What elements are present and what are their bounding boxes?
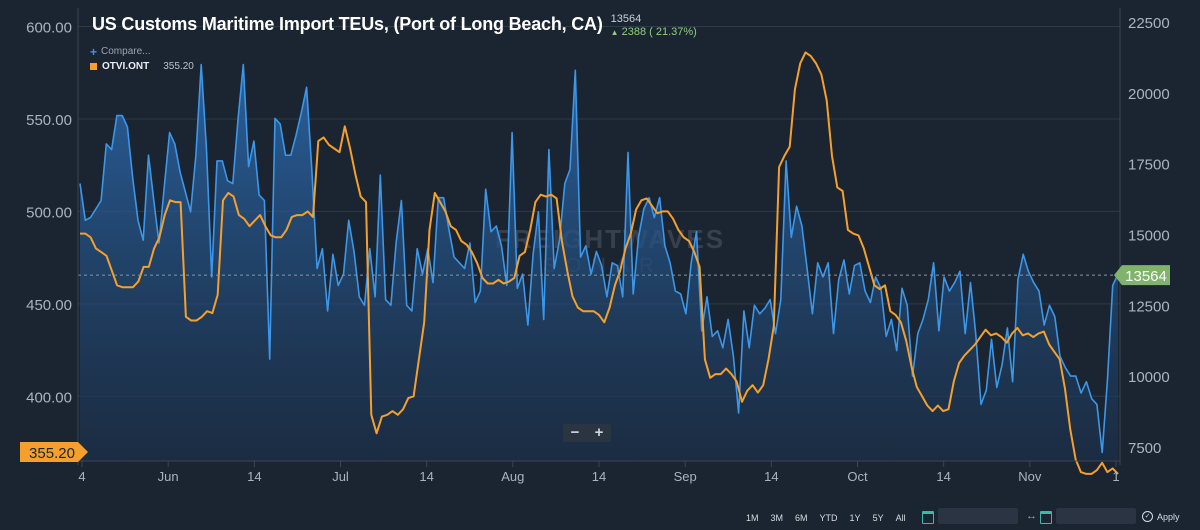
start-date-input[interactable] <box>938 508 1018 524</box>
right-tick-label: 17500 <box>1128 157 1170 174</box>
x-tick-label: Jul <box>332 469 349 484</box>
right-tick-label: 7500 <box>1128 440 1161 457</box>
check-icon: ✓ <box>1142 511 1153 522</box>
range-button-ytd[interactable]: YTD <box>819 513 838 523</box>
x-tick-label: 4 <box>78 469 85 484</box>
zoom-controls: − + <box>563 424 611 442</box>
right-tick-label: 15000 <box>1128 228 1170 245</box>
x-tick-label: Oct <box>847 469 868 484</box>
change-value: 2388 ( 21.37%) <box>621 26 697 38</box>
range-button-1y[interactable]: 1Y <box>849 513 861 523</box>
left-value-badge-shape <box>20 442 88 462</box>
right-axis: 7500 10000 12500 15000 17500 20000 22500 <box>1128 15 1170 457</box>
value-badges: 13564 355.20 <box>20 265 1170 462</box>
left-tick-label: 400.00 <box>26 389 72 406</box>
x-axis: 4 Jun 14 Jul 14 Aug 14 Sep 14 Oct 14 Nov 1 <box>78 461 1120 484</box>
up-arrow-icon: ▲ <box>610 28 619 37</box>
left-tick-label: 600.00 <box>26 19 72 36</box>
range-buttons: 1M 3M 6M YTD 1Y 5Y All <box>746 513 918 523</box>
teu-area-layer <box>80 64 1118 461</box>
last-value: 13564 <box>610 13 642 25</box>
change-readout: 13564 ▲ 2388 ( 21.37%) <box>611 13 697 39</box>
left-tick-label: 550.00 <box>26 112 72 129</box>
otvi-series-line <box>80 51 1119 475</box>
x-tick-label: 14 <box>936 469 950 484</box>
x-tick-label: Jun <box>158 469 179 484</box>
plus-icon: + <box>90 44 98 59</box>
x-tick-label: 14 <box>247 469 261 484</box>
x-tick-label: 14 <box>592 469 606 484</box>
right-tick-label: 12500 <box>1128 298 1170 315</box>
chart-header: US Customs Maritime Import TEUs, (Port o… <box>92 13 697 39</box>
range-toolbar <box>0 500 1200 530</box>
date-separator: ↔ <box>1026 510 1037 522</box>
range-button-5y[interactable]: 5Y <box>872 513 884 523</box>
last-value-badge: 13564 <box>1114 265 1170 286</box>
series-color-swatch <box>90 63 97 70</box>
x-tick-label: Nov <box>1018 469 1042 484</box>
zoom-in-button[interactable]: + <box>594 424 604 441</box>
calendar-start-icon[interactable] <box>922 511 934 524</box>
range-button-all[interactable]: All <box>895 513 906 523</box>
series-value: 355.20 <box>163 61 194 72</box>
chart-canvas: FREIGHTWAVES SONAR 400.00450.00500.00550… <box>20 8 1170 484</box>
left-tick-label: 450.00 <box>26 297 72 314</box>
right-tick-label: 10000 <box>1128 369 1170 386</box>
left-value-badge: 355.20 <box>20 442 88 462</box>
teu-area-fill <box>80 64 1118 461</box>
last-value-badge-text: 13564 <box>1125 268 1167 285</box>
end-date-input[interactable] <box>1056 508 1136 524</box>
series-symbol: OTVI.ONT <box>102 61 150 72</box>
range-button-1m[interactable]: 1M <box>746 513 759 523</box>
x-tick-label: 14 <box>419 469 433 484</box>
compare-button[interactable]: + Compare... <box>90 44 194 59</box>
zoom-out-button[interactable]: − <box>570 424 580 441</box>
left-value-badge-text: 355.20 <box>29 445 75 462</box>
left-tick-label: 500.00 <box>26 204 72 221</box>
range-button-3m[interactable]: 3M <box>770 513 784 523</box>
series-lines <box>79 51 1119 475</box>
x-tick-label: 14 <box>764 469 778 484</box>
x-tick-label: 1 <box>1112 469 1119 484</box>
chart-title: US Customs Maritime Import TEUs, (Port o… <box>92 14 603 34</box>
last-value-badge-shape <box>1114 265 1170 286</box>
legend-item-otvi[interactable]: OTVI.ONT 355.20 <box>90 59 194 74</box>
compare-label: Compare... <box>101 46 151 57</box>
right-tick-label: 22500 <box>1128 15 1170 32</box>
x-tick-label: Aug <box>501 469 524 484</box>
range-button-6m[interactable]: 6M <box>795 513 808 523</box>
right-tick-label: 20000 <box>1128 86 1170 103</box>
x-tick-label: Sep <box>674 469 697 484</box>
apply-button[interactable]: ✓ Apply <box>1142 511 1180 522</box>
calendar-end-icon[interactable] <box>1040 511 1052 524</box>
legend: + Compare... OTVI.ONT 355.20 <box>90 44 194 74</box>
teu-series-line <box>79 63 1119 454</box>
apply-label: Apply <box>1157 511 1180 522</box>
